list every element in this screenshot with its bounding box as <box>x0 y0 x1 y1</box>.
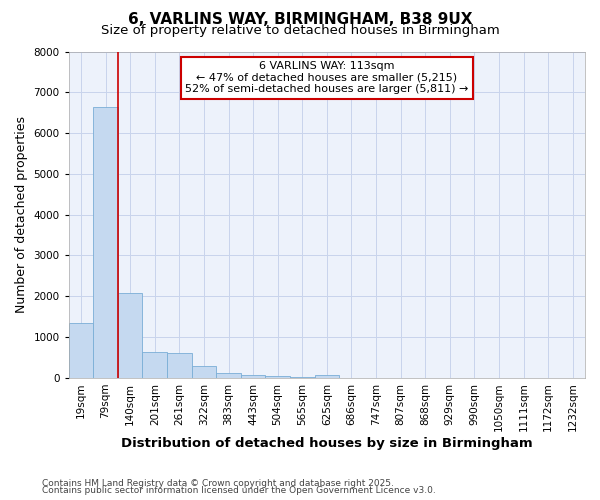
X-axis label: Distribution of detached houses by size in Birmingham: Distribution of detached houses by size … <box>121 437 533 450</box>
Text: Contains public sector information licensed under the Open Government Licence v3: Contains public sector information licen… <box>42 486 436 495</box>
Text: 6, VARLINS WAY, BIRMINGHAM, B38 9UX: 6, VARLINS WAY, BIRMINGHAM, B38 9UX <box>128 12 472 28</box>
Bar <box>265 376 290 378</box>
Bar <box>118 292 142 378</box>
Bar <box>142 352 167 378</box>
Bar <box>241 374 265 378</box>
Text: Contains HM Land Registry data © Crown copyright and database right 2025.: Contains HM Land Registry data © Crown c… <box>42 478 394 488</box>
Bar <box>167 352 191 378</box>
Bar <box>290 377 314 378</box>
Bar <box>191 366 216 378</box>
Text: Size of property relative to detached houses in Birmingham: Size of property relative to detached ho… <box>101 24 499 37</box>
Bar <box>216 372 241 378</box>
Bar <box>314 375 339 378</box>
Text: 6 VARLINS WAY: 113sqm
← 47% of detached houses are smaller (5,215)
52% of semi-d: 6 VARLINS WAY: 113sqm ← 47% of detached … <box>185 62 469 94</box>
Bar <box>69 323 93 378</box>
Bar <box>93 106 118 378</box>
Y-axis label: Number of detached properties: Number of detached properties <box>15 116 28 313</box>
